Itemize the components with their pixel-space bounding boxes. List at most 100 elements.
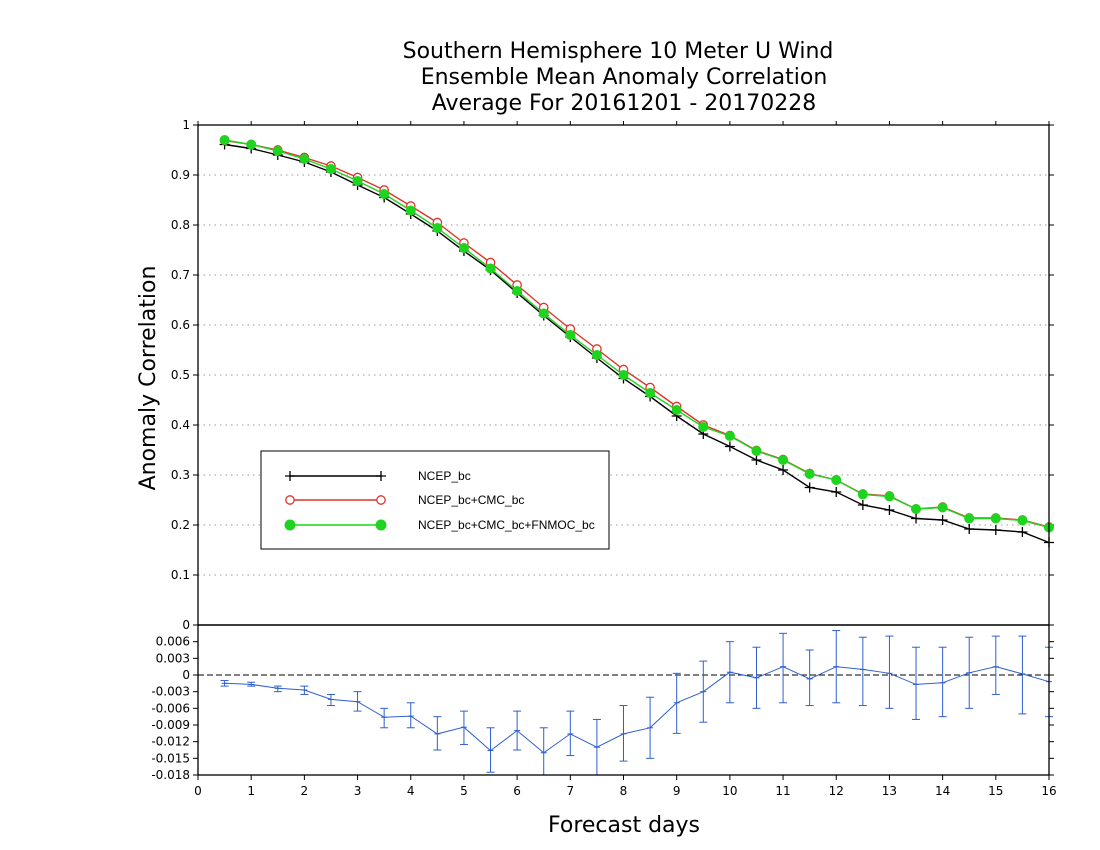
series-point-0 [857, 500, 868, 510]
series-point-2 [432, 223, 443, 233]
x-tick-label: 11 [775, 784, 790, 798]
x-tick-label: 13 [882, 784, 897, 798]
x-tick-label: 16 [1041, 784, 1056, 798]
bottom-y-axis-ticks: 0.006 0.003 0 -0.003 -0.006 -0.009 -0.012 -0.01… [151, 635, 1054, 782]
series-point-2 [857, 489, 868, 500]
series-point-2 [565, 330, 576, 340]
series-point-2 [964, 513, 975, 524]
x-tick-label: 15 [988, 784, 1003, 798]
top-y-tick-label: 0.1 [171, 568, 190, 582]
x-tick-label: 2 [301, 784, 309, 798]
bottom-plot-frame [197, 624, 1050, 776]
bottom-y-tick-label: -0.006 [151, 701, 190, 715]
x-tick-label: 9 [673, 784, 681, 798]
legend-label-1: NCEP_bc+CMC_bc [418, 493, 524, 507]
legend-label-2: NCEP_bc+CMC_bc+FNMOC_bc [418, 518, 595, 532]
series-point-2 [379, 189, 390, 199]
series-point-2 [884, 491, 895, 502]
bottom-y-tick-label: -0.003 [151, 685, 190, 699]
series-line-0 [224, 143, 1050, 544]
series-point-2 [671, 405, 682, 415]
series-point-2 [352, 176, 363, 186]
series-point-0 [778, 465, 789, 475]
bottom-y-tick-label: 0.006 [156, 635, 190, 649]
bottom-series-group [220, 630, 1053, 776]
x-tick-label: 1 [247, 784, 255, 798]
series-point-2 [538, 308, 549, 319]
chart-title: Southern Hemisphere 10 Meter U Wind Ense… [403, 39, 834, 116]
bottom-y-tick-label: -0.009 [151, 718, 190, 732]
series-point-2 [778, 455, 789, 465]
series-point-0 [804, 482, 815, 493]
bottom-y-tick-label: -0.012 [151, 735, 190, 749]
top-y-tick-label: 0.8 [171, 218, 190, 232]
title-line-2: Ensemble Mean Anomaly Correlation [421, 65, 828, 90]
top-y-tick-label: 0.9 [171, 168, 190, 182]
series-point-2 [512, 286, 523, 296]
legend: NCEP_bc NCEP_bc+CMC_bc NCEP_bc+CMC_bc+FNMO… [260, 450, 610, 550]
top-y-axis-ticks: 0 0.1 0.2 0.3 0.4 0.5 0.6 0.7 0.8 0.9 1 [171, 118, 1054, 632]
top-y-tick-label: 0.6 [171, 318, 190, 332]
series-point-2 [698, 422, 709, 432]
x-tick-label: 7 [566, 784, 574, 798]
series-point-0 [1017, 527, 1028, 537]
bottom-y-tick-label: 0 [182, 668, 190, 682]
series-point-2 [937, 502, 948, 513]
series-point-2 [831, 475, 842, 485]
series-point-2 [246, 139, 257, 150]
top-y-tick-label: 0.2 [171, 518, 190, 532]
series-point-2 [325, 164, 336, 174]
series-point-2 [405, 205, 416, 216]
top-y-tick-label: 0.4 [171, 418, 190, 432]
x-tick-label: 6 [513, 784, 521, 798]
series-point-0 [911, 513, 922, 524]
bottom-y-tick-label: -0.018 [151, 768, 190, 782]
series-point-2 [911, 504, 922, 514]
series-point-0 [724, 441, 735, 452]
top-y-tick-label: 0.5 [171, 368, 190, 382]
x-tick-label: 3 [354, 784, 362, 798]
series-point-0 [751, 455, 762, 465]
x-axis-label: Forecast days [548, 813, 700, 838]
x-tick-label: 10 [722, 784, 737, 798]
x-tick-label: 5 [460, 784, 468, 798]
series-point-0 [937, 515, 948, 525]
top-series-group [219, 135, 1054, 548]
x-tick-label: 0 [194, 784, 202, 798]
x-tick-label: 12 [829, 784, 844, 798]
series-point-2 [645, 388, 656, 398]
series-point-2 [591, 350, 602, 360]
top-y-tick-label: 1 [182, 118, 190, 132]
series-point-2 [724, 431, 735, 441]
legend-entries: NCEP_bc NCEP_bc+CMC_bc NCEP_bc+CMC_bc+FNMO… [284, 469, 595, 532]
series-point-0 [884, 505, 895, 515]
series-point-2 [990, 513, 1001, 524]
series-point-2 [458, 243, 469, 253]
series-point-2 [272, 146, 283, 156]
legend-marker-0 [376, 471, 386, 481]
difference-line [224, 666, 1050, 754]
x-tick-label: 8 [620, 784, 628, 798]
y-axis-label: Anomaly Correlation [136, 266, 161, 491]
x-axis-ticks: 0 1 2 3 4 5 6 7 8 9 10 11 12 13 14 15 16 [194, 121, 1057, 798]
top-y-tick-label: 0 [182, 618, 190, 632]
bottom-y-tick-label: -0.015 [151, 751, 190, 765]
series-point-2 [299, 154, 310, 164]
top-panel: 0 0.1 0.2 0.3 0.4 0.5 0.6 0.7 0.8 0.9 1 [171, 118, 1054, 632]
title-line-3: Average For 20161201 - 20170228 [432, 91, 817, 116]
series-point-2 [751, 446, 762, 456]
top-y-tick-label: 0.3 [171, 468, 190, 482]
series-point-0 [964, 524, 975, 534]
legend-label-0: NCEP_bc [418, 469, 471, 483]
series-point-2 [219, 135, 230, 145]
series-point-0 [831, 487, 842, 497]
bottom-y-tick-label: 0.003 [156, 651, 190, 665]
bottom-panel: 0.006 0.003 0 -0.003 -0.006 -0.009 -0.012 -0.01… [151, 121, 1057, 798]
legend-marker-1 [376, 495, 386, 505]
legend-marker-1 [285, 495, 295, 505]
series-point-0 [990, 525, 1001, 535]
top-y-tick-label: 0.7 [171, 268, 190, 282]
x-tick-label: 4 [407, 784, 415, 798]
x-tick-label: 14 [935, 784, 950, 798]
